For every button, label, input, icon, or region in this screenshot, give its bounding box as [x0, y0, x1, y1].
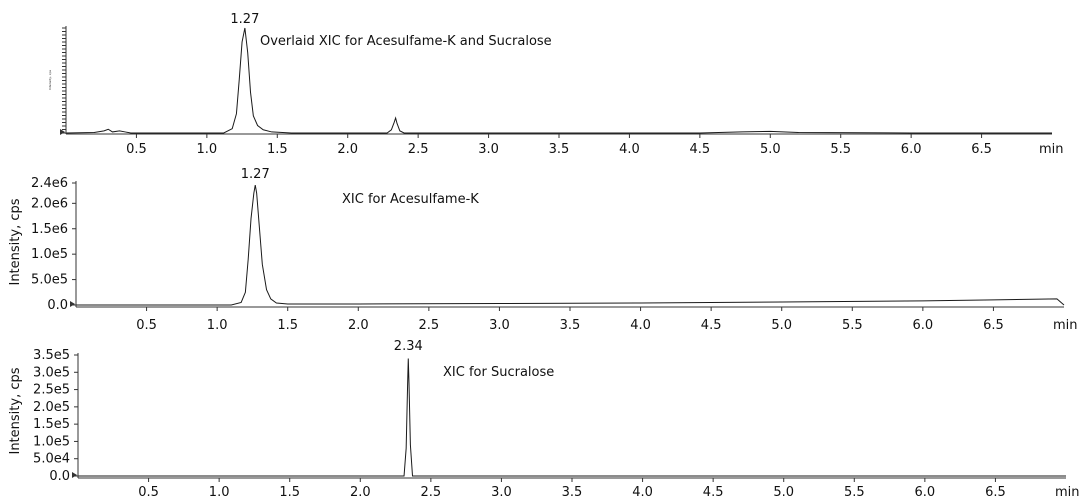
sucralose-panel-title: XIC for Sucralose	[443, 365, 554, 380]
acesulfame-traces	[76, 184, 1065, 306]
overlay-y-ticks	[62, 27, 66, 134]
sucralose-y-tick-label: 0.0	[49, 469, 70, 484]
acesulfame-peak-label: 1.27	[241, 167, 270, 182]
overlay-x-tick-label: 6.0	[901, 142, 922, 157]
acesulfame-y-tick-label: 1.0e5	[31, 247, 68, 262]
sucralose-x-tick-label: 5.0	[773, 485, 794, 500]
sucralose-x-tick-label: 1.5	[279, 485, 300, 500]
sucralose-peak-label: 2.34	[394, 339, 423, 354]
sucralose-y-tick-label: 3.0e5	[33, 365, 70, 380]
overlay-x-tick-label: 1.0	[197, 142, 218, 157]
acesulfame-x-tick-label: 1.5	[277, 318, 298, 333]
acesulfame-x-tick-label: 2.0	[348, 318, 369, 333]
acesulfame-y-tick-label: 2.4e6	[31, 176, 68, 191]
sucralose-y-tick-label: 2.0e5	[33, 400, 70, 415]
overlay-x-tick-label: 5.5	[830, 142, 851, 157]
acesulfame-y-tick-label: 0.0	[47, 298, 68, 313]
acesulfame-y-ticks: 0.0 5.0e5 1.0e5 1.5e6 2.0e6 2.4e6	[31, 176, 76, 313]
sucralose-zero-marker-icon	[72, 472, 77, 478]
sucralose-peak-labels: 2.34	[394, 339, 423, 354]
sucralose-x-axis-unit: min	[1055, 485, 1079, 500]
overlay-x-axis-unit: min	[1039, 142, 1064, 157]
overlay-panel-title: Overlaid XIC for Acesulfame-K and Sucral…	[260, 34, 552, 49]
sucralose-x-tick-label: 2.0	[350, 485, 371, 500]
sucralose-y-tick-label: 3.5e5	[33, 348, 70, 363]
acesulfame-x-axis-unit: min	[1053, 318, 1078, 333]
overlay-x-tick-label: 0.5	[126, 142, 147, 157]
sucralose-y-tick-label: 1.5e5	[33, 417, 70, 432]
acesulfame-zero-marker-icon	[70, 301, 75, 307]
sucralose-y-ticks: 0.0 5.0e4 1.0e5 1.5e5 2.0e5 2.5e5 3.0e5 3.5e5	[33, 348, 78, 484]
sucralose-y-tick-label: 2.5e5	[33, 383, 70, 398]
overlay-y-axis-title: Intensity, cps	[48, 70, 52, 91]
sucralose-x-tick-label: 3.5	[562, 485, 583, 500]
acesulfame-x-tick-label: 5.0	[771, 318, 792, 333]
sucralose-y-axis-title: Intensity, cps	[8, 367, 23, 454]
sucralose-x-tick-label: 0.5	[138, 485, 159, 500]
sucralose-x-tick-label: 3.0	[491, 485, 512, 500]
acesulfame-x-tick-label: 5.5	[842, 318, 863, 333]
sucralose-x-tick-label: 5.5	[844, 485, 865, 500]
acesulfame-y-tick-label: 1.5e6	[31, 222, 68, 237]
sucralose-x-tick-label: 6.5	[985, 485, 1006, 500]
overlay-x-tick-label: 4.5	[690, 142, 711, 157]
sucralose-x-tick-label: 4.5	[703, 485, 724, 500]
acesulfame-panel-title: XIC for Acesulfame-K	[342, 192, 479, 207]
acesulfame-x-tick-label: 4.0	[630, 318, 651, 333]
acesulfame-x-ticks: 0.5 1.0 1.5 2.0 2.5 3.0 3.5 4.0 4.5 5.0 5.5 6.0 6.5	[136, 307, 1004, 333]
overlay-peak-label: 1.27	[230, 12, 259, 27]
acesulfame-x-tick-label: 3.0	[489, 318, 510, 333]
sucralose-x-tick-label: 4.0	[632, 485, 653, 500]
acesulfame-y-axis-title: Intensity, cps	[8, 198, 23, 285]
sucralose-x-tick-label: 6.0	[915, 485, 936, 500]
sucralose-y-tick-label: 1.0e5	[33, 434, 70, 449]
overlay-x-tick-label: 6.5	[971, 142, 992, 157]
sucralose-trace-line	[78, 358, 1066, 477]
overlay-zero-marker-icon	[60, 129, 65, 135]
overlay-xic-panel: Overlaid XIC for Acesulfame-K and Sucral…	[48, 12, 1064, 157]
acesulfame-y-tick-label: 5.0e5	[31, 273, 68, 288]
acesulfame-xic-panel: XIC for Acesulfame-K 0.0 5.0e5 1.0e5 1.5e6 2…	[8, 167, 1078, 333]
acesulfame-peak-labels: 1.27	[241, 167, 270, 182]
sucralose-x-tick-label: 1.0	[209, 485, 230, 500]
sucralose-x-tick-label: 2.5	[421, 485, 442, 500]
sucralose-traces	[78, 358, 1066, 477]
acesulfame-x-tick-label: 3.5	[560, 318, 581, 333]
overlay-x-tick-label: 2.0	[337, 142, 358, 157]
sucralose-xic-panel: XIC for Sucralose 0.0 5.0e4 1.0e5 1.5e5 2.0e…	[8, 339, 1079, 500]
acesulfame-trace-line	[76, 184, 1065, 306]
overlay-x-tick-label: 3.0	[478, 142, 499, 157]
acesulfame-y-tick-label: 2.0e6	[31, 196, 68, 211]
sucralose-x-ticks: 0.5 1.0 1.5 2.0 2.5 3.0 3.5 4.0 4.5 5.0 5.5 6.0 6.5	[138, 478, 1006, 500]
overlay-x-tick-label: 1.5	[267, 142, 288, 157]
acesulfame-x-tick-label: 6.5	[983, 318, 1004, 333]
overlay-traces	[65, 27, 1052, 134]
overlay-peak-labels: 1.27	[230, 12, 259, 27]
overlay-trace-line	[65, 27, 1052, 134]
overlay-x-tick-label: 2.5	[408, 142, 429, 157]
acesulfame-x-tick-label: 0.5	[136, 318, 157, 333]
acesulfame-x-tick-label: 6.0	[913, 318, 934, 333]
acesulfame-x-tick-label: 2.5	[419, 318, 440, 333]
overlay-x-tick-label: 5.0	[760, 142, 781, 157]
overlay-x-tick-label: 3.5	[549, 142, 570, 157]
sucralose-y-tick-label: 5.0e4	[33, 452, 70, 467]
acesulfame-x-tick-label: 4.5	[701, 318, 722, 333]
acesulfame-x-tick-label: 1.0	[207, 318, 228, 333]
overlay-x-ticks: 0.5 1.0 1.5 2.0 2.5 3.0 3.5 4.0 4.5 5.0 5.5 6.0 6.5	[126, 134, 992, 157]
overlay-x-tick-label: 4.0	[619, 142, 640, 157]
